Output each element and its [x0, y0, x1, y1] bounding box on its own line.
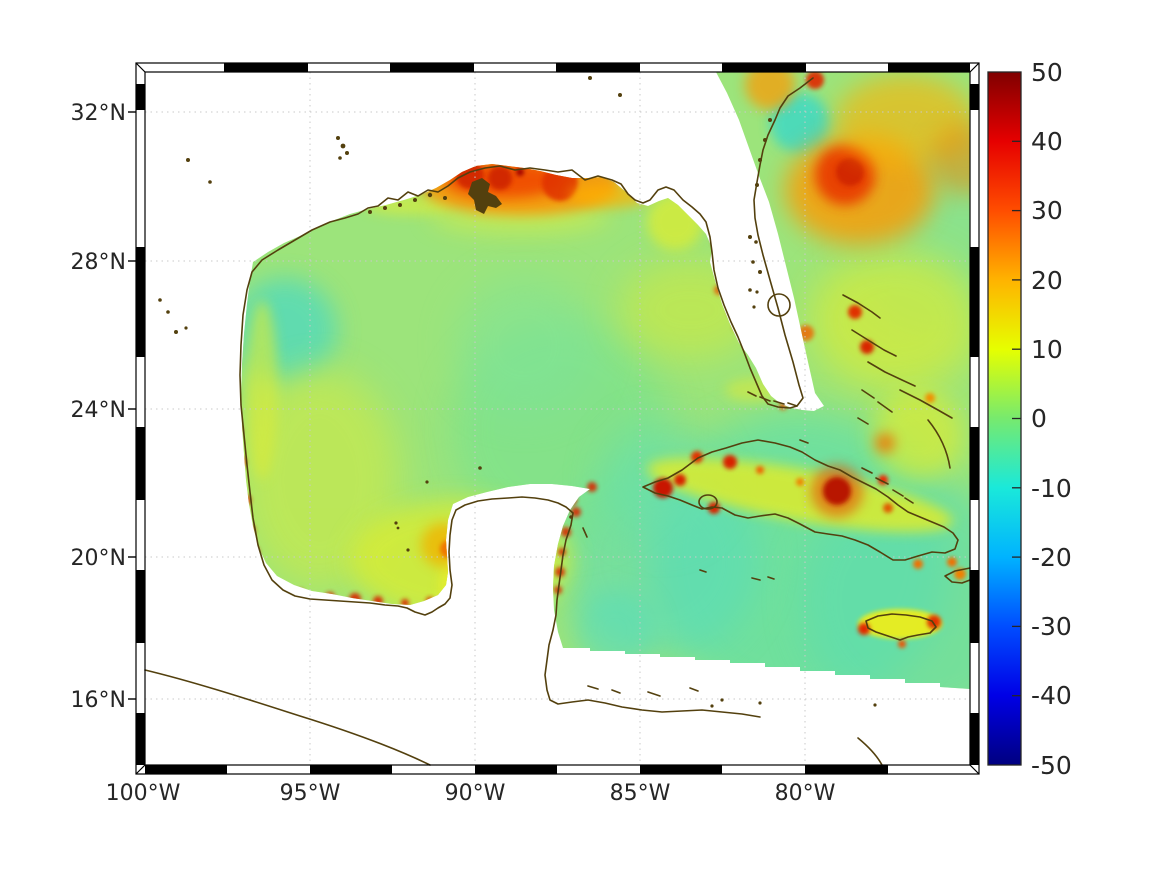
frame-segments-bottom	[145, 765, 888, 774]
lon-label: 80°W	[775, 781, 836, 806]
frame-segments-top	[224, 63, 970, 72]
heat-blob	[647, 194, 703, 250]
lon-label: 95°W	[280, 781, 341, 806]
colorbar-labels: 50 40 30 20 10 0 -10 -20 -30 -40 -50	[1031, 58, 1072, 780]
lat-label: 16°N	[71, 688, 126, 713]
colorbar-label: 50	[1031, 58, 1063, 87]
lat-ticks	[128, 111, 136, 700]
colorbar-label: 10	[1031, 335, 1063, 364]
coast-cuba	[642, 439, 959, 561]
heat-blob	[455, 275, 595, 415]
coast-isla-juventud	[698, 494, 718, 510]
colorbar-label: 30	[1031, 196, 1063, 225]
lon-label: 100°W	[106, 781, 181, 806]
heat-blob	[246, 300, 278, 480]
colorbar-label: -40	[1031, 681, 1072, 710]
coast-jamaica	[865, 613, 937, 641]
heat-blob	[620, 260, 760, 360]
lat-label: 20°N	[71, 546, 126, 571]
lon-label: 90°W	[445, 781, 506, 806]
heat-blob	[836, 158, 864, 186]
heat-blob	[770, 93, 830, 153]
coast-pacific-mexico	[144, 669, 431, 766]
heat-blob	[488, 166, 512, 190]
graticule	[145, 72, 970, 765]
lake-okeechobee	[767, 293, 791, 317]
heat-blob	[800, 480, 970, 689]
heat-blob	[440, 165, 450, 175]
axis-labels: 32°N 28°N 24°N 20°N 16°N 100°W 95°W 90°W…	[71, 101, 836, 806]
lat-label: 24°N	[71, 398, 126, 423]
colorbar-label: -20	[1031, 543, 1072, 572]
heat-blob	[350, 500, 570, 620]
coastlines	[144, 76, 971, 766]
coast-speckles	[158, 76, 877, 708]
colorbar-label: 20	[1031, 266, 1063, 295]
heat-blob	[873, 390, 963, 480]
heat-blob	[570, 184, 650, 208]
heat-blob	[806, 72, 824, 89]
heat-blob	[647, 457, 953, 533]
heat-blob	[930, 125, 970, 195]
colorbar: 50 40 30 20 10 0 -10 -20 -30 -40 -50	[987, 58, 1072, 780]
colorbar-label: 0	[1031, 404, 1047, 433]
heat-blob	[810, 250, 970, 390]
colorbar-label: -30	[1031, 612, 1072, 641]
colorbar-label: -50	[1031, 751, 1072, 780]
mississippi-delta	[468, 178, 502, 214]
hotspot-north-gulf-band	[420, 155, 650, 215]
colorbar-label: -10	[1031, 474, 1072, 503]
heat-blob	[241, 370, 400, 590]
colorbar-ticks	[1012, 140, 1021, 697]
frame-segments-right	[970, 84, 979, 765]
coast-bahamas	[842, 294, 953, 504]
lat-label: 28°N	[71, 250, 126, 275]
data-field	[241, 72, 970, 689]
coast-bottom-right	[857, 737, 883, 766]
colorbar-label: 40	[1031, 127, 1063, 156]
coast-small-islands	[582, 391, 809, 697]
frame-segments-left	[136, 84, 145, 765]
lat-label: 32°N	[71, 101, 126, 126]
coast-mainland	[239, 77, 814, 718]
lon-label: 85°W	[610, 781, 671, 806]
heat-blob	[575, 590, 655, 670]
map-frame	[128, 62, 980, 775]
coast-haiti-tip	[944, 567, 971, 584]
